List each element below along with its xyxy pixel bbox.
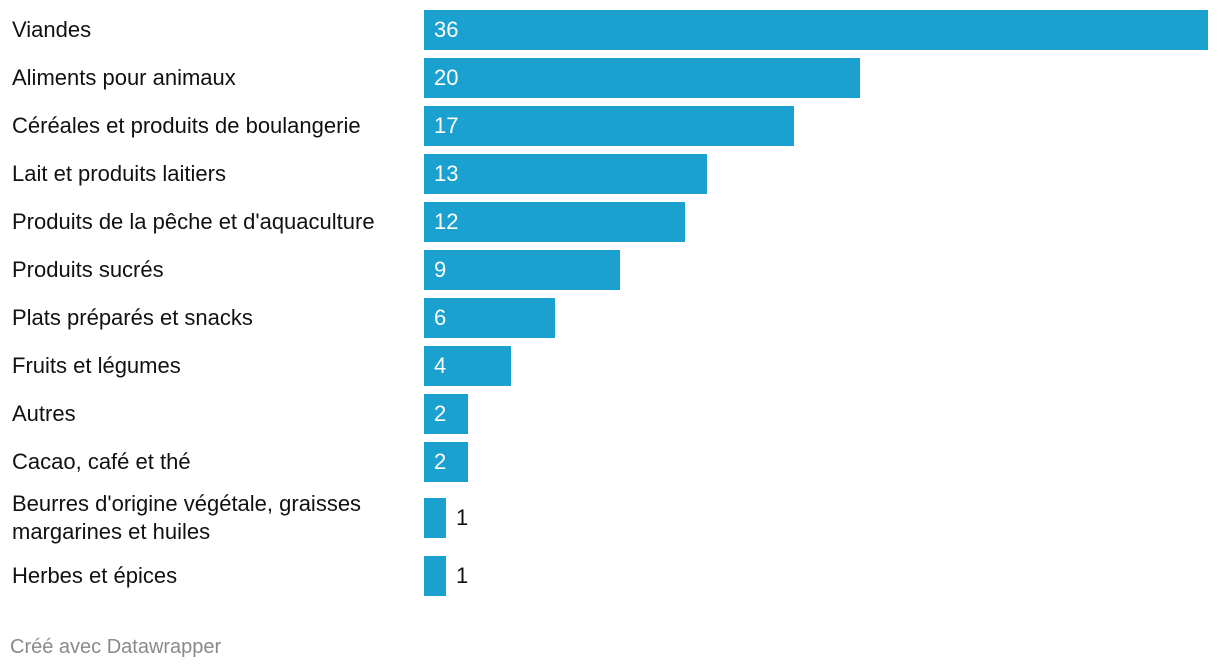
data-label: 2 [434, 449, 447, 474]
bar [424, 346, 511, 386]
data-label: 20 [434, 65, 459, 90]
category-label: Produits de la pêche et d'aquaculture [12, 209, 375, 234]
category-label: Céréales et produits de boulangerie [12, 113, 361, 138]
bar [424, 556, 446, 596]
category-label: Aliments pour animaux [12, 65, 236, 90]
data-label: 2 [434, 401, 447, 426]
data-label: 36 [434, 17, 459, 42]
data-label: 6 [434, 305, 447, 330]
bar [424, 202, 685, 242]
category-label: Lait et produits laitiers [12, 161, 226, 186]
bar [424, 154, 707, 194]
bar [424, 298, 555, 338]
category-label: Viandes [12, 17, 92, 42]
data-label: 1 [456, 563, 469, 588]
category-label: Produits sucrés [12, 257, 164, 282]
data-label: 13 [434, 161, 459, 186]
credit-footer: Créé avec Datawrapper [10, 636, 222, 658]
category-label: Beurres d'origine végétale, graisses mar… [12, 491, 362, 544]
category-label: Autres [12, 401, 76, 426]
data-label: 9 [434, 257, 447, 282]
bar-chart: Viandes 36 Aliments pour animaux 20 Céréales… [12, 10, 1208, 596]
bar [424, 10, 1208, 50]
data-label: 1 [456, 505, 469, 530]
bar [424, 394, 468, 434]
bar [424, 442, 468, 482]
category-label: Plats préparés et snacks [12, 305, 253, 330]
bar [424, 250, 620, 290]
data-label: 12 [434, 209, 459, 234]
category-label: Cacao, café et thé [12, 449, 191, 474]
data-label: 17 [434, 113, 459, 138]
bar [424, 106, 794, 146]
bar [424, 498, 446, 538]
data-label: 4 [434, 353, 447, 378]
category-label: Fruits et légumes [12, 353, 181, 378]
bar [424, 58, 860, 98]
category-label: Herbes et épices [12, 563, 178, 588]
